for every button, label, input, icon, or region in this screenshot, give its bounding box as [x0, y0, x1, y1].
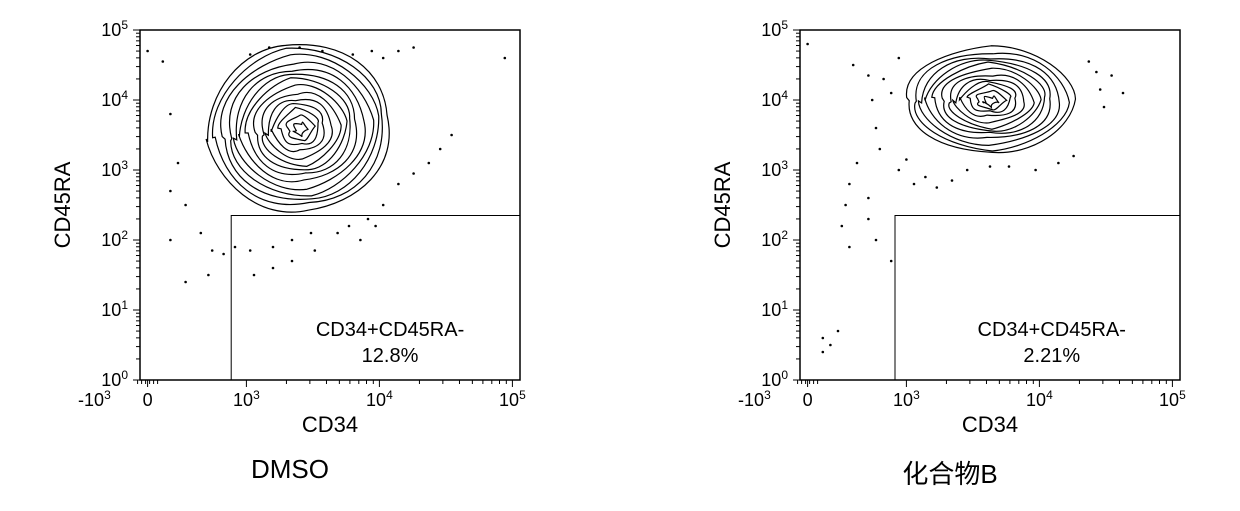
svg-text:103: 103	[101, 158, 128, 180]
flow-plot-compoundB: 100 101 102 103 104 105 CD45RA -103 0 103 104 105 CD…	[710, 20, 1190, 450]
plot-wrap-compoundB: 100 101 102 103 104 105 CD45RA -103 0 103 104 105 CD…	[710, 20, 1190, 450]
panel-dmso: 100 101 102 103 104 105 CD45RA -103 0 103 104 105 CD…	[50, 20, 530, 491]
y-axis-label: CD45RA	[710, 161, 735, 248]
panel-compoundB: 100 101 102 103 104 105 CD45RA -103 0 103 104 105 CD…	[710, 20, 1190, 491]
svg-text:103: 103	[761, 158, 788, 180]
svg-text:104: 104	[366, 388, 393, 410]
contour-level	[292, 121, 309, 137]
contour-level	[195, 33, 399, 224]
contour-level	[983, 96, 999, 107]
svg-text:102: 102	[761, 228, 788, 250]
svg-text:101: 101	[101, 298, 128, 320]
svg-text:105: 105	[1159, 388, 1186, 410]
gate-population-label: CD34+CD45RA-	[316, 319, 464, 341]
svg-text:105: 105	[499, 388, 526, 410]
contour-level	[285, 113, 317, 143]
contour-level	[953, 79, 1025, 123]
caption-dmso: DMSO	[251, 454, 329, 485]
svg-text:-103: -103	[738, 388, 771, 410]
svg-text:0: 0	[143, 390, 153, 410]
contour-level	[212, 44, 389, 210]
svg-text:103: 103	[893, 388, 920, 410]
svg-text:103: 103	[233, 388, 260, 410]
svg-text:101: 101	[761, 298, 788, 320]
caption-compoundB: 化合物B	[902, 454, 997, 491]
flow-plot-dmso: 100 101 102 103 104 105 CD45RA -103 0 103 104 105 CD…	[50, 20, 530, 450]
plot-wrap-dmso: 100 101 102 103 104 105 CD45RA -103 0 103 104 105 CD…	[50, 20, 530, 450]
svg-text:105: 105	[761, 20, 788, 40]
gate-percent-label: 2.21%	[1023, 345, 1080, 367]
svg-text:104: 104	[761, 88, 788, 110]
svg-text:104: 104	[101, 88, 128, 110]
svg-text:104: 104	[1026, 388, 1053, 410]
gate-population-label: CD34+CD45RA-	[978, 319, 1126, 341]
svg-text:102: 102	[101, 228, 128, 250]
x-axis-label: CD34	[962, 412, 1018, 437]
x-axis-label: CD34	[302, 412, 358, 437]
svg-text:0: 0	[803, 390, 813, 410]
svg-text:105: 105	[101, 20, 128, 40]
svg-text:100: 100	[101, 368, 128, 390]
y-axis-label: CD45RA	[50, 161, 75, 248]
svg-text:-103: -103	[78, 388, 111, 410]
gate-percent-label: 12.8%	[362, 345, 419, 367]
svg-text:100: 100	[761, 368, 788, 390]
